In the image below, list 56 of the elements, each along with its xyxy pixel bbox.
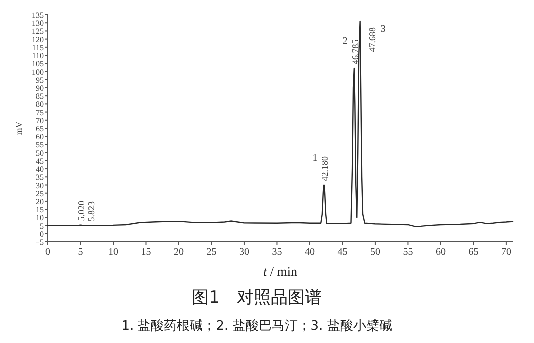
annotation: 3 [380,24,386,35]
y-tick-label: 45 [36,156,44,166]
y-tick-label: 70 [36,116,44,126]
y-tick-label: 5 [40,222,44,231]
y-tick-label: 120 [32,35,44,44]
annotation: 42.180 [320,156,330,182]
text: 图1 对照品图谱 [192,288,322,308]
x-tick-label: 30 [239,247,250,258]
y-tick-label: 90 [36,84,44,93]
x-tick-label: 25 [206,247,217,258]
y-tick-label: 50 [36,148,44,158]
y-tick-label: 105 [32,60,44,69]
x-tick-label: 60 [436,247,446,258]
annotation: 46.785 [350,39,360,65]
y-tick-label: 125 [32,27,44,36]
x-tick-label: 40 [304,247,315,258]
y-axis-title: mV [14,121,24,136]
y-tick-label: 100 [32,68,44,77]
y-tick-label: 40 [36,165,44,174]
y-tick-label: 80 [36,100,44,110]
y-tick-label: 95 [36,76,44,85]
x-tick-label: 15 [141,247,152,258]
text: 1. 盐酸药根碱；2. 盐酸巴马汀；3. 盐酸小檗碱 [122,318,392,334]
x-tick-label: 55 [403,247,414,258]
y-tick-label: 110 [32,52,44,61]
y-tick-label: 75 [36,108,44,118]
y-tick-label: 85 [36,92,44,102]
y-tick-label: 30 [36,181,44,190]
x-tick-label: 35 [272,247,282,258]
y-tick-label: 60 [36,132,44,142]
annotation: 5.020 [76,200,87,222]
annotation: 1 [312,152,318,164]
x-tick-label: 45 [338,247,348,258]
annotation: 2 [342,36,348,48]
x-tick-label: 10 [108,247,118,258]
y-tick-label: 20 [36,197,44,206]
x-tick-label: 65 [468,247,479,258]
line-series [47,20,514,228]
y-tick-label: 25 [36,189,44,198]
y-tick-label: 15 [36,206,44,215]
annotation: 5.823 [86,201,97,222]
y-tick-label: 115 [32,43,44,52]
x-tick-label: 50 [370,247,380,258]
y-tick-label: 130 [32,19,44,28]
y-tick-label: 10 [36,214,44,223]
y-tick-label: 0 [40,230,44,239]
annotation: 47.688 [367,27,378,52]
y-tick-label: 65 [36,124,44,134]
x-axis-title: t / min [264,264,298,279]
y-tick-label: −5 [35,238,44,247]
x-tick-label: 5 [78,247,84,258]
y-tick-label: 35 [36,173,44,182]
y-tick-label: 135 [32,11,44,20]
x-tick-label: 20 [174,247,184,258]
y-tick-label: 55 [36,140,44,150]
x-tick-label: 70 [501,247,512,258]
